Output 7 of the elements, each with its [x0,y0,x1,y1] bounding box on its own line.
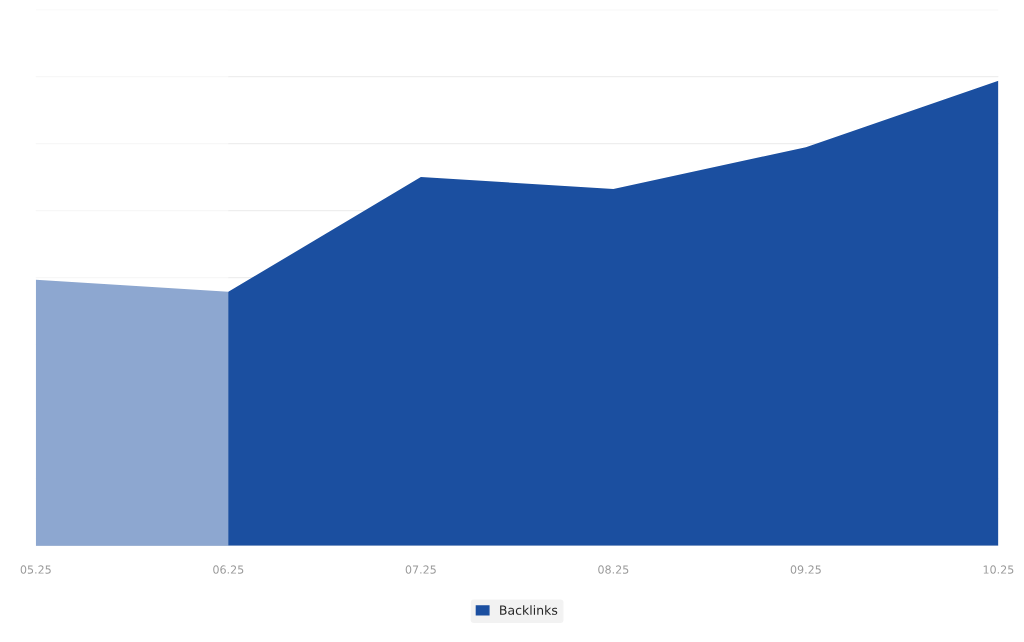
legend-label: Backlinks [500,605,558,615]
x-tick-label: 10.25 [983,565,1014,574]
x-tick-label: 05.25 [20,565,51,574]
x-tick-label: 06.25 [213,565,244,574]
x-tick-label: 09.25 [790,565,821,574]
x-tick-label: 08.25 [598,565,629,574]
x-tick-label: 07.25 [405,565,436,574]
